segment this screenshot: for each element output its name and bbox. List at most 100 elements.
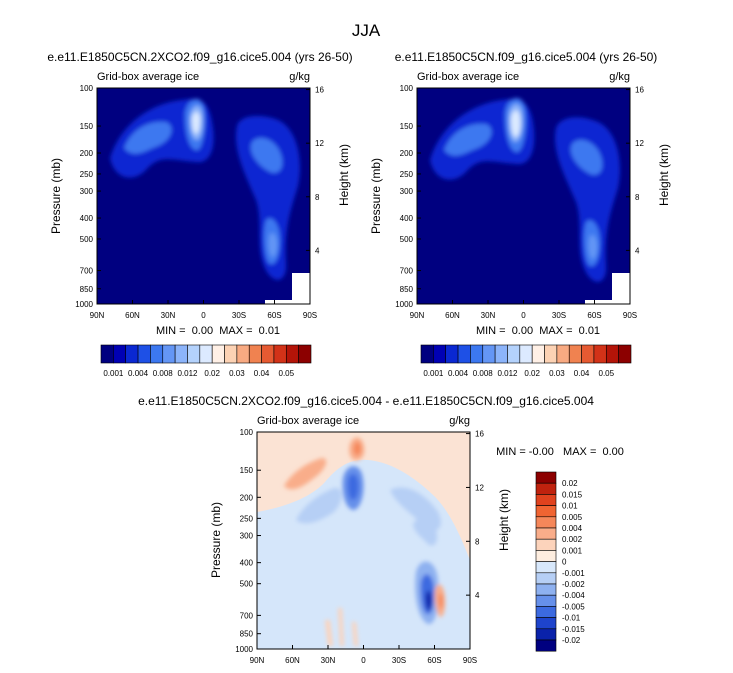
panel-3-minmax: MIN = -0.00 MAX = 0.00 [496,446,624,458]
panel-3-ytick-right-label: 8 [475,537,480,546]
panel-2: e.e11.E1850C5CN.f09_g16.cice5.004 (yrs 2… [369,50,671,337]
panel-1-ylabel: Pressure (mb) [49,158,63,234]
panel-1-ytick-label: 500 [80,235,94,244]
colorbar-label: 0.015 [562,490,583,499]
colorbar-swatch [445,344,459,364]
colorbar-swatch [535,527,557,540]
panel-2-ylabel-right: Height (km) [657,144,671,206]
panel-2-ytick-label: 400 [400,214,414,223]
colorbar-swatch [457,344,471,364]
panel-1-ytick-label: 1000 [75,300,93,309]
panel-3-ytick-label: 850 [240,630,254,639]
panel-3-ytick-label: 250 [240,514,254,523]
panel-1-title: e.e11.E1850C5CN.2XCO2.f09_g16.cice5.004 … [47,50,352,64]
colorbar-swatch [125,344,139,364]
panel-2-ytick-label: 250 [400,170,414,179]
panel-3-ylabel-right: Height (km) [497,489,511,551]
panel-2-ylabel: Pressure (mb) [369,158,383,234]
colorbar-swatch [420,344,434,364]
colorbar-swatch [162,344,176,364]
panel-2-field [417,88,630,304]
colorbar-swatch [187,344,201,364]
colorbar-label: -0.015 [562,625,585,634]
panel-2-ytick-right-label: 12 [635,139,644,148]
colorbar-swatch [211,344,225,364]
panel-2-ytick-label: 500 [400,235,414,244]
panel-3-ylabel: Pressure (mb) [209,502,223,578]
panel-1-ytick-label: 250 [80,170,94,179]
colorbar-swatch [556,344,570,364]
panel-2-ytick-label: 200 [400,149,414,158]
colorbar-swatch [544,344,558,364]
colorbar-label: -0.002 [562,580,585,589]
colorbar-swatch [535,561,557,574]
panel-3-xtick-label: 90N [250,656,265,665]
colorbar-swatch [618,344,632,364]
colorbar-swatch [535,617,557,630]
panel-3-xtick-label: 60N [285,656,300,665]
panel-1-units: g/kg [289,71,310,83]
panel-2-ytick-label: 100 [400,84,414,93]
panel-3-ytick-label: 700 [240,611,254,620]
panel-1-ytick-label: 100 [80,84,94,93]
colorbar-label: -0.004 [562,591,585,600]
panel-1-xtick-label: 60N [125,311,140,320]
colorbar-swatch [535,628,557,641]
colorbar-label: 0.04 [254,369,270,378]
panel-3-ytick-label: 150 [240,466,254,475]
panel-3-ytick-label: 1000 [235,645,253,654]
colorbar-label: 0.05 [599,369,615,378]
panel-3-field [257,432,470,649]
panel-1-minmax: MIN = 0.00 MAX = 0.01 [156,325,280,337]
panel-3-xtick-label: 30S [392,656,406,665]
colorbar-swatch [494,344,508,364]
panel-3-ytick-label: 200 [240,493,254,502]
colorbar-label: 0.02 [562,479,578,488]
panel-3-ytick-label: 400 [240,559,254,568]
colorbar-swatch [531,344,545,364]
panel-1-ytick-right-label: 8 [315,193,320,202]
colorbar-swatch [535,594,557,607]
panel-3-xtick-label: 30N [321,656,336,665]
colorbar-label: 0.012 [497,369,518,378]
colorbar-swatch [470,344,484,364]
panel-3-ytick-right-label: 16 [475,430,484,439]
panel-2-ytick-label: 700 [400,267,414,276]
panel-2-minmax: MIN = 0.00 MAX = 0.01 [476,325,600,337]
panel-1-field [97,88,310,304]
colorbar-label: 0.05 [279,369,295,378]
colorbar-swatch [248,344,262,364]
panel-3-title: e.e11.E1850C5CN.2XCO2.f09_g16.cice5.004 … [138,394,594,408]
panel-2-ytick-label: 150 [400,122,414,131]
panel-2-axes: 100 150 200 250 300 400 500 700 850 1000 16 12 8 4 90N… [395,84,644,320]
colorbar-swatch [581,344,595,364]
colorbar-2: 0.001 0.004 0.008 0.012 0.02 0.03 0.04 0.05 [420,344,632,378]
colorbar-label: 0.004 [128,369,149,378]
colorbar-label: 0.03 [229,369,245,378]
colorbar-swatch [199,344,213,364]
colorbar-swatch [482,344,496,364]
colorbar-swatch [298,344,312,364]
panel-1: e.e11.E1850C5CN.2XCO2.f09_g16.cice5.004 … [47,50,352,337]
colorbar-swatch [137,344,151,364]
colorbar-swatch [285,344,299,364]
colorbar-label: 0.03 [549,369,565,378]
figure-title: JJA [352,21,381,40]
colorbar-swatch [535,639,557,652]
panel-2-xtick-label: 60N [445,311,460,320]
colorbar-label: -0.005 [562,602,585,611]
panel-2-xtick-label: 30S [552,311,566,320]
panel-3-units: g/kg [449,415,470,427]
colorbar-swatch [273,344,287,364]
colorbar-label: 0.001 [103,369,124,378]
panel-2-ytick-right-label: 16 [635,86,644,95]
panel-3-ytick-label: 100 [240,428,254,437]
colorbar-swatch [535,550,557,562]
colorbar-label: 0.004 [562,524,583,533]
colorbar-swatch [535,516,557,529]
panel-1-ytick-label: 300 [80,187,94,196]
colorbar-label: 0.001 [562,546,583,555]
panel-1-ytick-right-label: 4 [315,246,320,255]
panel-1-ytick-right-label: 16 [315,86,324,95]
